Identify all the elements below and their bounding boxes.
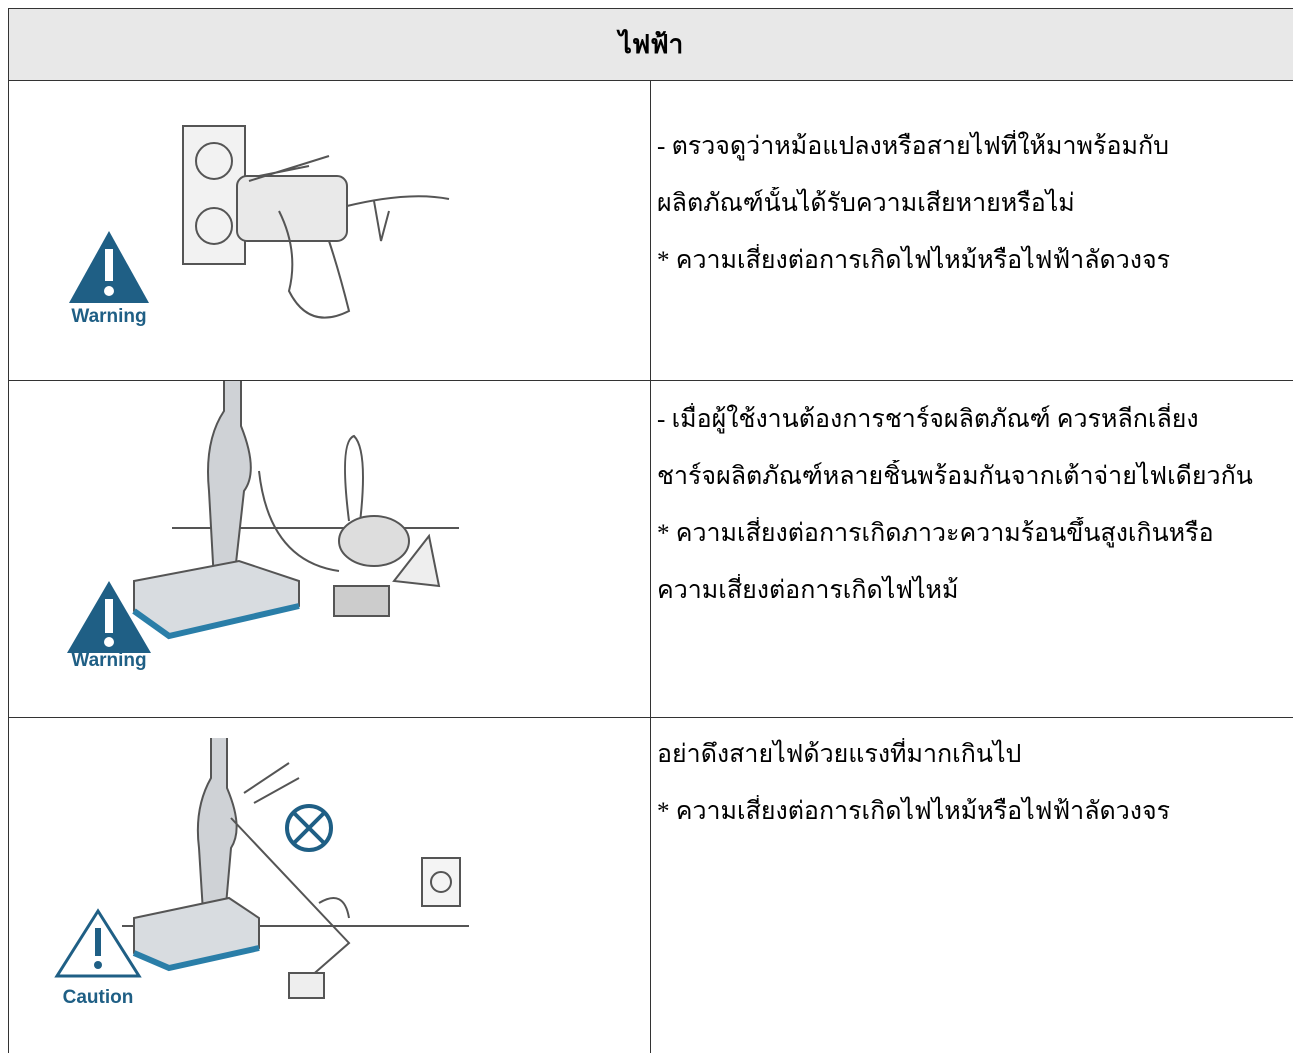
text-line: * ความเสี่ยงต่อการเกิดภาวะความร้อนขึ้นสู… <box>657 520 1214 547</box>
text-line: ความเสี่ยงต่อการเกิดไฟไหม้ <box>657 577 959 604</box>
header-title: ไฟฟ้า <box>618 30 684 59</box>
illustration: Warning <box>69 125 450 327</box>
illustration: Warning <box>67 381 459 671</box>
text-line: อย่าดึงสายไฟด้วยแรงที่มากเกินไป <box>657 741 1022 768</box>
illustration: Caution <box>54 738 469 1008</box>
icon-label: Caution <box>63 987 134 1008</box>
text-cell <box>650 717 1293 1053</box>
image-cell <box>8 717 650 1053</box>
header-row: ไฟฟ้า <box>8 8 1293 80</box>
text-cell <box>650 80 1293 380</box>
text-line: * ความเสี่ยงต่อการเกิดไฟไหม้หรือไฟฟ้าลัด… <box>657 247 1171 274</box>
text-line: ชาร์จผลิตภัณฑ์หลายชิ้นพร้อมกันจากเต้าจ่า… <box>657 463 1253 490</box>
text-line: - เมื่อผู้ใช้งานต้องการชาร์จผลิตภัณฑ์ คว… <box>657 406 1199 433</box>
text-line: ผลิตภัณฑ์นั้นได้รับความเสียหายหรือไม่ <box>657 190 1075 217</box>
icon-label: Warning <box>71 306 146 327</box>
image-cell <box>8 380 650 717</box>
icon-label: Warning <box>71 650 146 671</box>
text-line: - ตรวจดูว่าหม้อแปลงหรือสายไฟที่ให้มาพร้อ… <box>657 133 1169 160</box>
text-line: * ความเสี่ยงต่อการเกิดไฟไหม้หรือไฟฟ้าลัด… <box>657 798 1171 825</box>
image-cell <box>8 80 650 380</box>
text-cell <box>650 380 1293 717</box>
